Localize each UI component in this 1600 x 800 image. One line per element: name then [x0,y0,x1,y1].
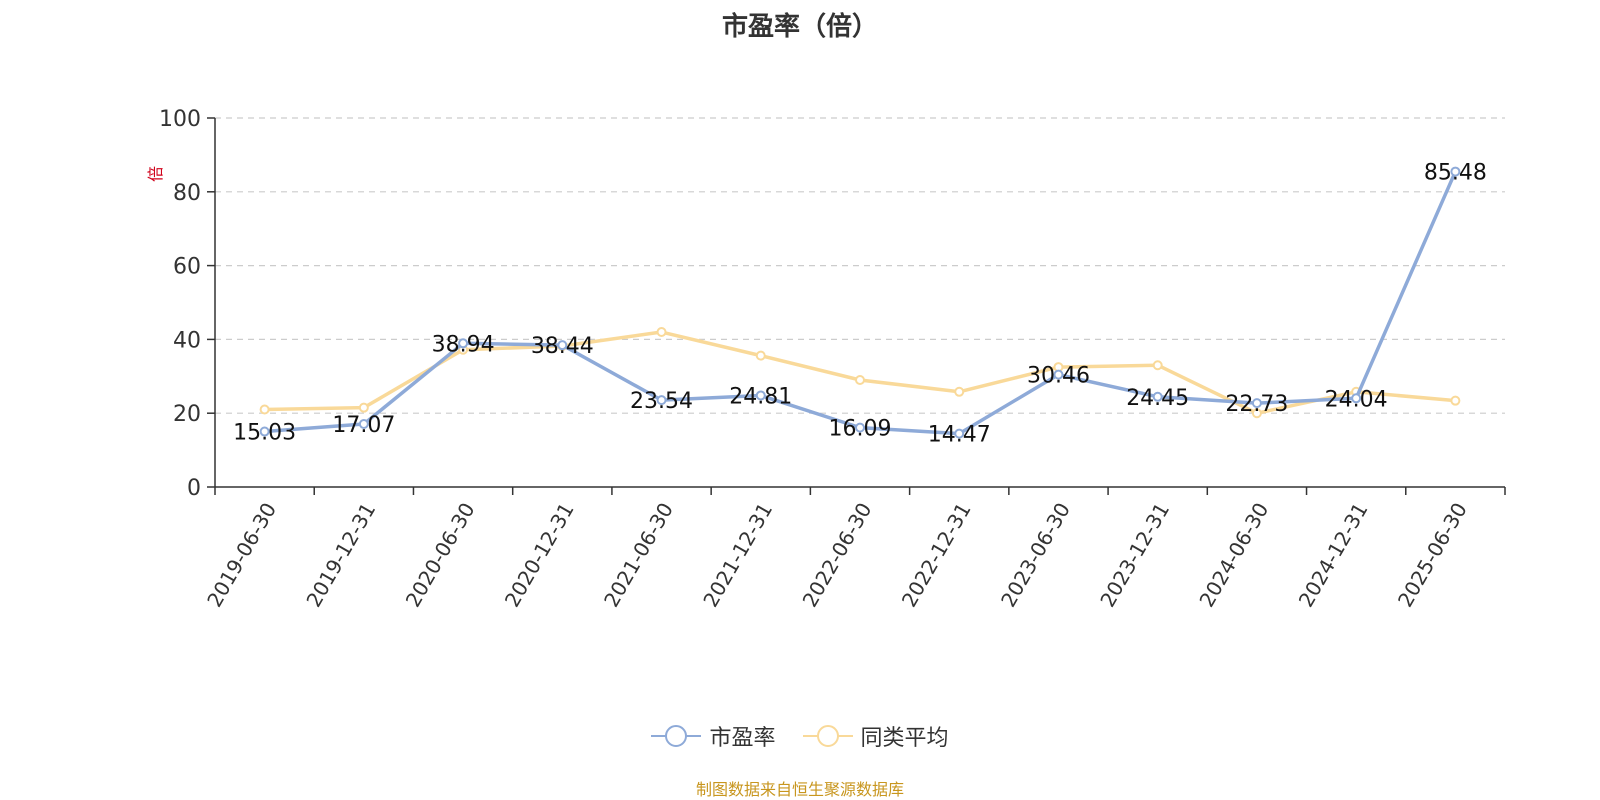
data-label-pe: 16.09 [829,417,892,442]
point-peer-average [855,374,865,385]
y-tick-label: 40 [173,328,201,353]
point-pe [855,422,865,433]
data-label-pe: 14.47 [928,423,991,448]
y-tick-label: 60 [173,255,201,280]
x-tick-label: 2021-06-30 [599,499,678,612]
x-tick-label: 2023-12-31 [1095,499,1174,612]
plot-area: 0 20 40 60 80 100 2019-06-30 2019-12-31 2020-06-… [159,107,1506,612]
point-pe [1251,398,1262,409]
x-tick-label: 2021-12-31 [698,499,777,612]
data-label-pe: 17.07 [332,413,395,438]
point-pe [1053,369,1064,380]
legend: 市盈率 同类平均 [0,720,1600,754]
data-label-pe: 15.03 [233,421,296,446]
point-pe [1351,393,1362,404]
source-note: 制图数据来自恒生聚源数据库 [695,780,904,799]
x-tick-label: 2020-12-31 [500,499,579,612]
y-tick-label: 80 [173,181,201,206]
data-label-pe: 30.46 [1027,364,1090,389]
point-peer-average [1450,395,1461,406]
x-tick-label: 2022-06-30 [798,499,877,612]
point-pe [358,419,369,430]
data-label-pe: 22.73 [1225,392,1288,417]
x-tick-label: 2024-06-30 [1194,499,1273,612]
point-pe [259,426,270,437]
point-pe [755,390,766,401]
data-label-pe: 38.44 [531,334,594,359]
legend-marker-pe [651,725,702,747]
series-layer [259,166,1461,439]
x-tick-label: 2019-12-31 [301,499,380,612]
point-pe [458,338,469,349]
legend-item-pe[interactable]: 市盈率 [651,720,776,752]
legend-label-peer-average: 同类平均 [860,726,949,751]
point-pe [954,428,965,439]
x-tick-label: 2025-06-30 [1393,499,1472,612]
data-label-pe: 38.94 [432,332,495,357]
point-peer-average [259,404,270,415]
x-tick-label: 2024-12-31 [1294,499,1373,612]
chart-title: 市盈率（倍） [721,12,878,42]
point-peer-average [656,327,667,338]
point-pe [1450,166,1461,177]
y-tick-label: 20 [173,402,201,427]
legend-marker-peer-average [802,725,853,747]
point-peer-average [1152,360,1163,371]
point-peer-average [358,402,369,413]
legend-label-pe: 市盈率 [709,726,776,751]
x-tick-label: 2023-06-30 [996,499,1075,612]
x-tick-label: 2022-12-31 [897,498,976,611]
data-label-pe: 24.45 [1126,386,1189,411]
x-tick-label: 2020-06-30 [401,498,480,611]
grid-layer [215,117,1505,414]
data-label-pe: 24.04 [1325,387,1388,412]
legend-item-peer-average[interactable]: 同类平均 [802,720,949,752]
axis-layer: 0 20 40 60 80 100 2019-06-30 2019-12-31 2020-06-… [159,107,1506,612]
point-pe [656,395,667,406]
data-label-pe: 24.81 [729,384,792,409]
point-pe [557,340,568,351]
point-peer-average [755,350,766,361]
y-tick-label: 0 [187,476,201,501]
point-pe [1152,391,1163,402]
point-peer-average [954,386,965,397]
data-label-pe: 85.48 [1424,161,1487,186]
data-label-pe: 23.54 [630,389,693,414]
y-tick-label: 100 [159,107,201,132]
data-label-layer: 15.03 17.07 38.94 38.44 23.54 24.81 16.09 14.47… [233,161,1487,448]
x-tick-label: 2019-06-30 [202,499,281,612]
point-peer-average [1251,408,1262,419]
